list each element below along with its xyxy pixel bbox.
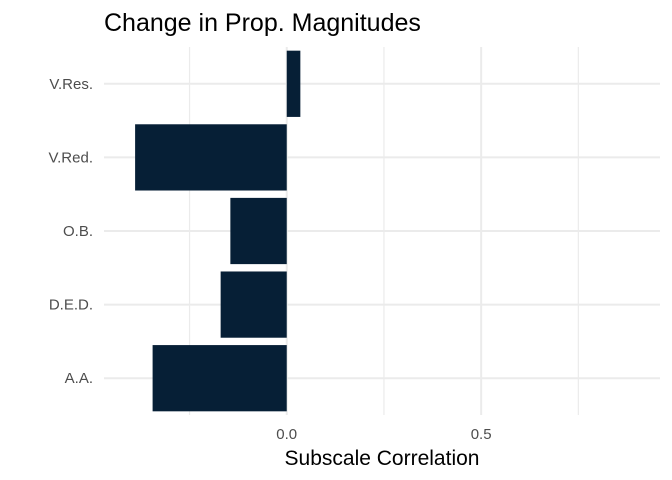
x-tick-labels: 0.0 0.5 [276, 426, 491, 443]
bar-v-red [135, 124, 287, 191]
y-tick-label: V.Res. [49, 76, 93, 93]
y-tick-label: O.B. [63, 223, 93, 240]
y-tick-label: D.E.D. [49, 297, 93, 314]
bars [135, 50, 301, 412]
x-tick-label: 0.5 [471, 426, 492, 443]
y-tick-labels: A.A. D.E.D. O.B. V.Red. V.Res. [49, 76, 93, 387]
bar-o-b [230, 197, 287, 265]
x-axis-title: Subscale Correlation [285, 447, 480, 470]
y-tick-label: A.A. [65, 370, 93, 387]
bar-a-a [152, 345, 287, 412]
y-tick-label: V.Red. [49, 149, 93, 166]
chart-title: Change in Prop. Magnitudes [104, 9, 421, 37]
x-tick-label: 0.0 [276, 426, 297, 443]
bar-d-e-d [220, 271, 287, 338]
bar-v-res [286, 50, 301, 117]
